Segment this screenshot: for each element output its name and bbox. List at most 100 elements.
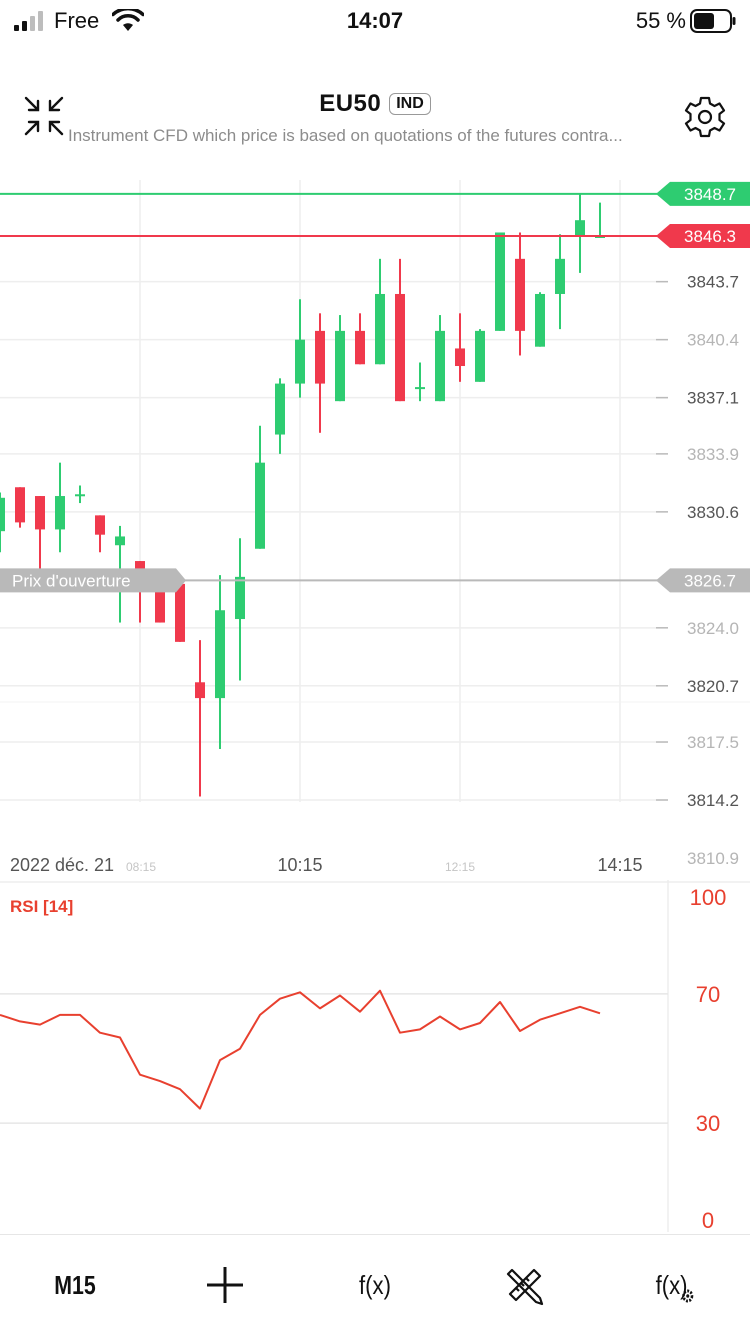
candle-bullish xyxy=(335,315,345,402)
x-axis-label: 14:15 xyxy=(597,855,642,875)
candle-bullish xyxy=(55,462,65,553)
candle-body xyxy=(395,293,405,402)
plus-icon xyxy=(207,1267,243,1303)
candle-bullish xyxy=(475,329,485,382)
candle-bullish xyxy=(375,258,385,365)
candle-bearish xyxy=(195,640,205,797)
add-button[interactable] xyxy=(200,1263,250,1307)
y-axis-label: 3810.9 xyxy=(687,849,739,868)
candle-body xyxy=(515,258,525,331)
open-price-tag xyxy=(0,568,186,593)
signal-strength-icon xyxy=(14,11,43,31)
y-axis-label: 3840.4 xyxy=(687,331,739,350)
current-price-line: 3846.3 xyxy=(0,224,750,248)
x-axis-label: 10:15 xyxy=(277,855,322,875)
indicator-settings-button[interactable]: f(x) xyxy=(645,1263,705,1307)
candle-body xyxy=(475,330,485,382)
open-price-tag-label: Prix d'ouverture xyxy=(12,571,131,590)
rsi-axis-label: 100 xyxy=(690,885,727,910)
indicators-button[interactable]: f(x) xyxy=(359,1269,391,1300)
candle-bullish xyxy=(575,193,585,273)
carrier-name: Free xyxy=(54,8,100,33)
rsi-axis-label: 70 xyxy=(696,982,720,1007)
y-axis-label: 3817.5 xyxy=(687,733,739,752)
rsi-axis-label: 0 xyxy=(702,1208,714,1232)
bottom-toolbar: M15 f(x) f(x) xyxy=(0,1234,750,1334)
candle-body xyxy=(575,220,585,236)
candle-body xyxy=(15,487,25,523)
rsi-axis-label: 30 xyxy=(696,1111,720,1136)
x-axis-label: 2022 déc. 21 xyxy=(10,855,114,875)
candle-bearish xyxy=(355,313,365,365)
y-axis-label: 3830.6 xyxy=(687,503,739,522)
candle-bullish xyxy=(235,538,245,681)
candle-body xyxy=(155,571,165,623)
drawing-tools-button[interactable] xyxy=(500,1263,550,1307)
candle-bullish xyxy=(275,378,285,454)
price-chart[interactable]: 3843.7 3840.4 3837.1 3833.9 3830.6 3824.0 3820… xyxy=(0,180,750,880)
candle-bearish xyxy=(15,487,25,528)
candle-body xyxy=(75,494,85,497)
candle-bearish xyxy=(515,232,525,356)
y-axis-label: 3837.1 xyxy=(687,389,739,408)
open-price-line: 3826.7 Prix d'ouverture xyxy=(0,568,750,593)
candle-body xyxy=(95,515,105,535)
candle-bearish xyxy=(95,515,105,553)
price-tag-label: 3846.3 xyxy=(684,227,736,246)
y-axis-label: 3833.9 xyxy=(687,445,739,464)
status-bar: Free 14:07 55 % xyxy=(0,0,750,44)
instrument-type-badge: IND xyxy=(389,93,431,115)
y-axis-label: 3814.2 xyxy=(687,791,739,810)
candle-body xyxy=(275,383,285,435)
price-tag-label: 3848.7 xyxy=(684,185,736,204)
rsi-title: RSI [14] xyxy=(10,897,73,916)
collapse-icon[interactable] xyxy=(22,94,66,138)
candle-body xyxy=(355,330,365,365)
drawing-tools-icon xyxy=(506,1268,544,1306)
y-axis-label: 3824.0 xyxy=(687,619,739,638)
candle-body xyxy=(255,462,265,549)
candle-body xyxy=(215,610,225,699)
gear-icon[interactable] xyxy=(684,96,726,138)
candle-bullish xyxy=(435,315,445,402)
candle-body xyxy=(0,497,5,532)
instrument-description: Instrument CFD which price is based on q… xyxy=(68,126,623,145)
x-axis-label: 12:15 xyxy=(445,860,475,874)
rsi-line xyxy=(0,989,601,1110)
price-tag xyxy=(656,224,750,248)
candle-body xyxy=(435,330,445,402)
candle-body xyxy=(35,496,45,530)
candle-bullish xyxy=(495,232,505,331)
candle-bullish xyxy=(215,575,225,750)
y-axis-label: 3843.7 xyxy=(687,273,739,292)
timeframe-button[interactable]: M15 xyxy=(54,1269,96,1300)
candle-bullish xyxy=(75,485,85,504)
candle-body xyxy=(115,536,125,546)
candle-bullish xyxy=(255,425,265,549)
candle-bullish xyxy=(295,299,305,398)
indicator-settings-icon xyxy=(682,1289,694,1303)
x-axis-label: 08:15 xyxy=(126,860,156,874)
candle-body xyxy=(415,387,425,390)
candle-bullish xyxy=(415,362,425,402)
candle-body xyxy=(55,496,65,530)
candle-bearish xyxy=(175,576,185,642)
candle-body xyxy=(535,293,545,347)
battery-icon xyxy=(690,9,736,33)
candle-body xyxy=(375,293,385,365)
candle-body xyxy=(455,348,465,367)
price-tag xyxy=(656,568,750,593)
candle-bullish xyxy=(535,292,545,347)
candle-body xyxy=(195,682,205,699)
battery-percentage: 55 % xyxy=(635,8,686,33)
y-axis-label: 3820.7 xyxy=(687,677,739,696)
price-tag-label: 3826.7 xyxy=(684,571,736,590)
candle-body xyxy=(495,232,505,331)
candle-body xyxy=(175,583,185,642)
candle-bullish xyxy=(595,202,605,238)
candle-body xyxy=(555,258,565,294)
candle-body xyxy=(235,576,245,620)
candle-bullish xyxy=(0,492,5,553)
rsi-chart[interactable]: 100 70 30 0 RSI [14] xyxy=(0,880,750,1232)
instrument-symbol: EU50 xyxy=(319,90,382,117)
